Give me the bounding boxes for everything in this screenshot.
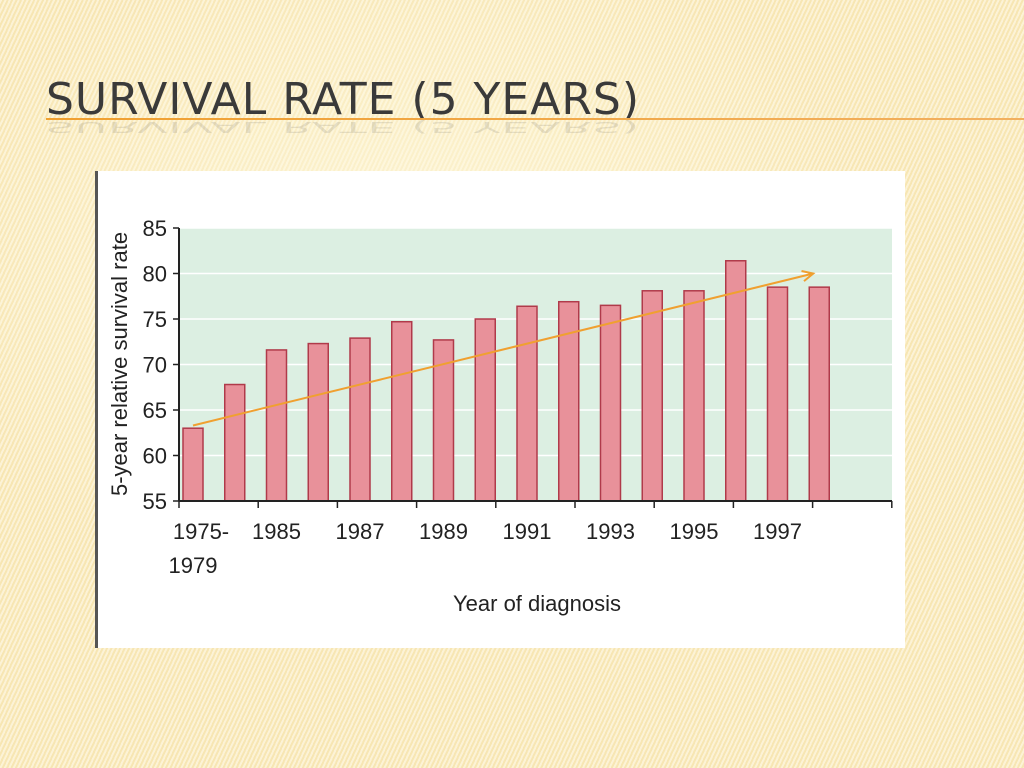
x-tick-label-1993: 1993 xyxy=(586,519,635,544)
chart-card: 55 60 65 70 75 80 85 1975- 1979 1985 1987 1989 1991… xyxy=(95,171,905,648)
trend-line xyxy=(192,272,814,427)
trend-arrowhead xyxy=(801,270,816,282)
x-tick-labels: 1975- 1979 1985 1987 1989 1991 1993 1995 1997 xyxy=(169,519,802,578)
slide-title-reflection: SURVIVAL RATE (5 YEARS) xyxy=(46,118,640,136)
trend-arrow xyxy=(192,270,816,427)
bar-1975-1979 xyxy=(182,427,204,502)
x-tick-label-1975-1979-line1: 1975- xyxy=(173,519,229,544)
x-tick-label-1995: 1995 xyxy=(670,519,719,544)
card-left-edge xyxy=(95,171,98,648)
y-tick-labels: 55 60 65 70 75 80 85 xyxy=(143,216,167,514)
y-tick-label-85: 85 xyxy=(143,216,167,241)
bar-1987 xyxy=(349,337,371,502)
x-tick-label-1987: 1987 xyxy=(336,519,385,544)
y-tick-label-65: 65 xyxy=(143,398,167,423)
y-tick-label-70: 70 xyxy=(143,353,167,378)
bar-1998 xyxy=(808,286,830,502)
x-tick-label-1991: 1991 xyxy=(503,519,552,544)
y-axis-title: 5-year relative survival rate xyxy=(107,232,132,496)
bar-1994 xyxy=(641,290,663,502)
slide-title: SURVIVAL RATE (5 YEARS) xyxy=(46,74,640,125)
y-tick-label-60: 60 xyxy=(143,444,167,469)
bar-1991 xyxy=(516,305,538,502)
bar-1988 xyxy=(391,320,413,502)
bar-1984 xyxy=(224,383,246,502)
x-tick-label-1975-1979-line2: 1979 xyxy=(169,553,218,578)
bar-1985 xyxy=(265,349,288,502)
y-tick-label-55: 55 xyxy=(143,489,167,514)
y-tick-label-80: 80 xyxy=(143,262,167,287)
y-tick-label-75: 75 xyxy=(143,307,167,332)
bar-1990 xyxy=(474,318,496,502)
title-rule xyxy=(46,118,1024,120)
x-tick-label-1985: 1985 xyxy=(252,519,301,544)
bar-chart: 55 60 65 70 75 80 85 1975- 1979 1985 1987 1989 1991… xyxy=(95,171,893,648)
axes xyxy=(173,227,893,508)
bar-1993 xyxy=(599,304,622,502)
bar-1986 xyxy=(307,342,329,502)
x-tick-label-1997: 1997 xyxy=(753,519,802,544)
x-tick-label-1989: 1989 xyxy=(419,519,468,544)
x-axis-title: Year of diagnosis xyxy=(453,591,621,616)
bar-1997 xyxy=(766,286,789,502)
bar-1995 xyxy=(683,290,705,502)
bar-1996 xyxy=(725,260,747,502)
